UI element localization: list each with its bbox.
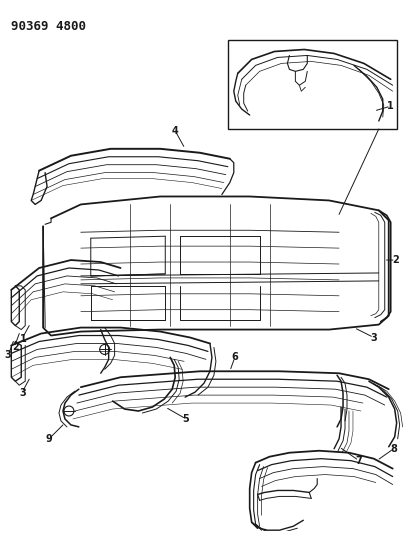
- Text: 2: 2: [12, 342, 19, 352]
- Text: 7: 7: [355, 456, 361, 466]
- Bar: [227, 39, 396, 129]
- Text: 3: 3: [369, 333, 376, 343]
- Text: 3: 3: [20, 388, 27, 398]
- Text: 1: 1: [386, 101, 393, 111]
- Text: 8: 8: [389, 444, 396, 454]
- Text: 9: 9: [46, 434, 52, 444]
- Text: 6: 6: [231, 352, 238, 362]
- Text: 2: 2: [391, 255, 398, 265]
- Text: 1: 1: [20, 335, 27, 344]
- Text: 4: 4: [171, 126, 178, 136]
- Text: 3: 3: [4, 350, 11, 360]
- Text: 5: 5: [182, 414, 189, 424]
- Text: 90369 4800: 90369 4800: [11, 20, 86, 33]
